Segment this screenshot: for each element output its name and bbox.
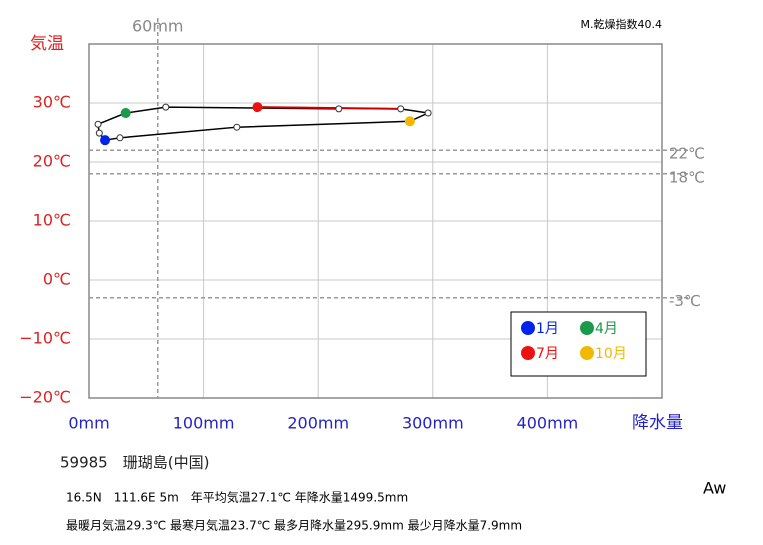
legend-swatch <box>580 321 594 335</box>
month-point <box>397 105 405 113</box>
reference-label: 18℃ <box>669 168 705 186</box>
x-tick-label: 400mm <box>517 414 579 433</box>
legend-label: 1月 <box>536 321 559 337</box>
y-tick-label: 10℃ <box>33 211 71 230</box>
x-axis-label: 降水量 <box>632 413 683 433</box>
station: 59985 珊瑚島(中国) <box>60 454 209 472</box>
y-tick-label: 30℃ <box>33 93 71 112</box>
x-tick-label: 200mm <box>287 414 349 433</box>
y-tick-label: 0℃ <box>43 270 71 289</box>
y-axis-label: 気温 <box>30 34 64 54</box>
index-label: M.乾燥指数40.4 <box>581 17 662 31</box>
legend-label: 4月 <box>595 321 618 337</box>
info-line: 最暖月気温29.3℃ 最寒月気温23.7℃ 最多月降水量295.9mm 最少月降… <box>66 518 522 533</box>
legend-label: 7月 <box>536 346 559 362</box>
month-point <box>252 102 263 113</box>
reference-label: 60mm <box>132 17 184 36</box>
month-point <box>95 129 103 137</box>
month-point <box>94 120 102 128</box>
y-tick-label: −10℃ <box>19 329 71 348</box>
month-point <box>335 105 343 113</box>
reference-label: 22℃ <box>669 145 705 163</box>
climate: Aw <box>703 479 726 498</box>
legend-swatch <box>521 346 535 360</box>
month-point <box>116 134 124 142</box>
month-point <box>100 135 111 146</box>
plot-frame <box>88 43 663 399</box>
x-tick-label: 100mm <box>173 414 235 433</box>
y-tick-label: 20℃ <box>33 152 71 171</box>
legend-box <box>510 311 647 377</box>
month-point <box>233 123 241 131</box>
month-point <box>120 108 131 119</box>
reference-label: -3℃ <box>669 292 701 310</box>
y-tick-label: −20℃ <box>19 388 71 407</box>
month-point <box>404 116 415 127</box>
legend-label: 10月 <box>595 346 627 362</box>
month-point <box>424 109 432 117</box>
legend-swatch <box>521 321 535 335</box>
month-point <box>162 103 170 111</box>
summer-segment <box>257 106 401 110</box>
x-tick-label: 300mm <box>402 414 464 433</box>
legend-swatch <box>580 346 594 360</box>
info-line: 16.5N 111.6E 5m 年平均気温27.1℃ 年降水量1499.5mm <box>66 490 408 505</box>
x-tick-label: 0mm <box>68 414 109 433</box>
